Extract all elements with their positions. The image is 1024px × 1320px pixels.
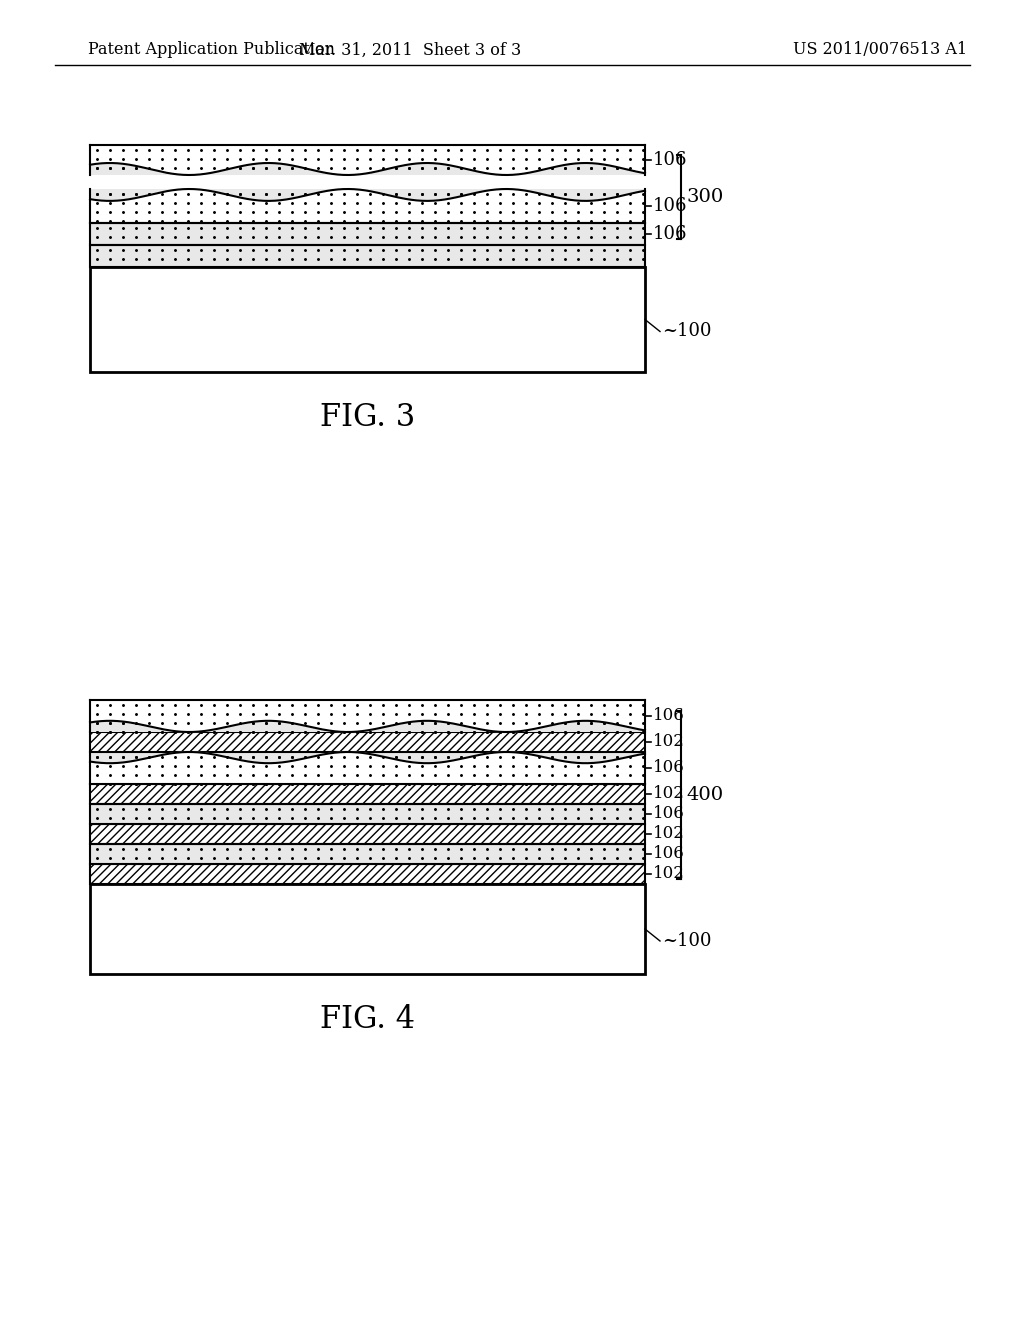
Text: 300: 300 [686,187,723,206]
Bar [90,189,645,223]
Bar [90,843,645,865]
Bar [90,246,645,267]
Bar [90,733,645,752]
Bar [90,804,645,824]
Text: 106: 106 [653,197,687,215]
Text: 106: 106 [653,708,685,725]
Bar [90,267,645,372]
Text: ~100: ~100 [662,932,712,950]
Bar [90,752,645,784]
Bar [90,223,645,246]
Bar [90,884,645,974]
Text: FIG. 4: FIG. 4 [319,1003,415,1035]
Text: 102: 102 [653,734,685,751]
Text: 106: 106 [653,846,685,862]
Text: Patent Application Publication: Patent Application Publication [88,41,335,58]
Polygon shape [90,752,645,784]
Text: 106: 106 [653,805,685,822]
Text: 102: 102 [653,866,685,883]
Bar [90,246,645,267]
Text: 400: 400 [686,785,723,804]
Polygon shape [90,189,645,223]
Text: FIG. 3: FIG. 3 [319,401,415,433]
Bar [90,843,645,865]
Text: 106: 106 [653,759,685,776]
Bar [90,824,645,843]
Polygon shape [90,145,645,176]
Bar [90,223,645,246]
Bar [90,700,645,733]
Bar [90,784,645,804]
Polygon shape [90,700,645,733]
Text: 106: 106 [653,150,687,169]
Bar [90,804,645,824]
Text: ~100: ~100 [662,322,712,341]
Text: US 2011/0076513 A1: US 2011/0076513 A1 [793,41,967,58]
Bar [90,865,645,884]
Text: Mar. 31, 2011  Sheet 3 of 3: Mar. 31, 2011 Sheet 3 of 3 [299,41,521,58]
Text: 102: 102 [653,825,685,842]
Text: 102: 102 [653,785,685,803]
Text: 106: 106 [653,224,687,243]
Bar [90,145,645,176]
